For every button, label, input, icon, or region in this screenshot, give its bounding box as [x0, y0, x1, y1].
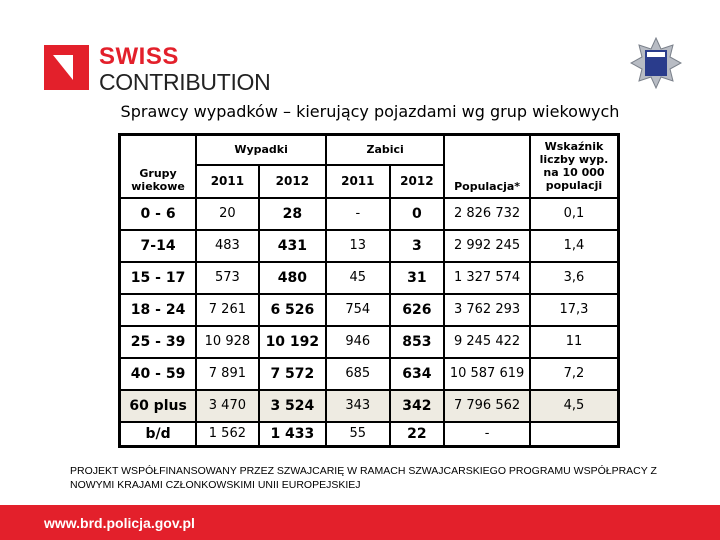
cell-index: 17,3	[528, 292, 620, 327]
logo-swiss: SWISS	[99, 43, 179, 70]
cell-population: -	[443, 420, 531, 448]
cell-k2011: -	[325, 196, 391, 231]
cell-group: 18 - 24	[118, 292, 198, 327]
header-population: Populacja*	[443, 133, 531, 199]
cell-k2012: 853	[388, 324, 446, 359]
header-group: Grupy wiekowe	[118, 133, 198, 199]
cell-k2011: 55	[325, 420, 391, 448]
table-row: 40 - 59 7 891 7 572 685 634 10 587 619 7,2	[118, 356, 620, 391]
header-accidents: Wypadki	[195, 133, 328, 166]
cell-a2011: 483	[195, 228, 260, 263]
cell-a2011: 7 261	[195, 292, 260, 327]
cell-k2012: 31	[388, 260, 446, 295]
cell-group: 15 - 17	[118, 260, 198, 295]
cell-a2012: 28	[257, 196, 328, 231]
cell-a2011: 20	[195, 196, 260, 231]
cell-population: 2 826 732	[443, 196, 531, 231]
police-star-badge-icon	[630, 37, 682, 89]
header-killed-2012: 2012	[388, 163, 446, 199]
cell-k2012: 626	[388, 292, 446, 327]
cell-a2011: 3 470	[195, 388, 260, 423]
cell-k2012: 0	[388, 196, 446, 231]
cell-k2011: 754	[325, 292, 391, 327]
cell-index: 3,6	[528, 260, 620, 295]
cell-k2012: 22	[388, 420, 446, 448]
cell-a2011: 573	[195, 260, 260, 295]
cell-group: 40 - 59	[118, 356, 198, 391]
cell-group: 0 - 6	[118, 196, 198, 231]
logo-contribution: CONTRIBUTION	[99, 69, 271, 95]
swiss-contribution-logo: SWISS CONTRIBUTION	[44, 43, 271, 95]
cell-k2011: 343	[325, 388, 391, 423]
cell-group: 7-14	[118, 228, 198, 263]
cell-index: 7,2	[528, 356, 620, 391]
table-row: 15 - 17 573 480 45 31 1 327 574 3,6	[118, 260, 620, 295]
cell-index: 1,4	[528, 228, 620, 263]
cell-a2012: 10 192	[257, 324, 328, 359]
cell-k2012: 3	[388, 228, 446, 263]
statistics-table: Grupy wiekowe Wypadki Zabici Populacja* …	[118, 133, 620, 448]
footer-bar: www.brd.policja.gov.pl	[0, 505, 720, 540]
cell-k2012: 634	[388, 356, 446, 391]
header-killed: Zabici	[325, 133, 446, 166]
header-accidents-2012: 2012	[257, 163, 328, 199]
cell-a2012: 6 526	[257, 292, 328, 327]
cell-population: 7 796 562	[443, 388, 531, 423]
project-note: PROJEKT WSPÓŁFINANSOWANY PRZEZ SZWAJCARI…	[70, 465, 657, 491]
cell-a2012: 3 524	[257, 388, 328, 423]
table-row: 0 - 6 20 28-0 2 826 732 0,1	[118, 196, 620, 231]
table-row: b/d 1 562 1 433 55 22-	[118, 420, 620, 448]
table-row: 60 plus 3 470 3 524 343 342 7 796 562 4,5	[118, 388, 620, 423]
cell-index	[528, 420, 620, 448]
cell-k2011: 946	[325, 324, 391, 359]
table-row: 18 - 24 7 261 6 526 754 626 3 762 293 17,3	[118, 292, 620, 327]
cell-population: 1 327 574	[443, 260, 531, 295]
cell-population: 2 992 245	[443, 228, 531, 263]
table-row: 25 - 39 10 928 10 192 946 853 9 245 422 11	[118, 324, 620, 359]
cell-group: b/d	[118, 420, 198, 448]
table-row: 7-14 483 431 13 3 2 992 245 1,4	[118, 228, 620, 263]
cell-index: 4,5	[528, 388, 620, 423]
header-accidents-2011: 2011	[195, 163, 260, 199]
header-index: Wskaźnik liczby wyp. na 10 000 populacji	[528, 133, 620, 199]
cell-a2012: 431	[257, 228, 328, 263]
footer-url-link[interactable]: www.brd.policja.gov.pl	[44, 515, 195, 531]
page-title: Sprawcy wypadków – kierujący pojazdami w…	[120, 102, 620, 121]
cell-population: 9 245 422	[443, 324, 531, 359]
cell-population: 3 762 293	[443, 292, 531, 327]
cell-k2011: 45	[325, 260, 391, 295]
cell-k2011: 685	[325, 356, 391, 391]
cell-population: 10 587 619	[443, 356, 531, 391]
cell-a2011: 1 562	[195, 420, 260, 448]
cell-group: 25 - 39	[118, 324, 198, 359]
cell-a2012: 7 572	[257, 356, 328, 391]
cell-index: 11	[528, 324, 620, 359]
logo-mark-icon	[44, 45, 89, 90]
cell-a2012: 1 433	[257, 420, 328, 448]
cell-a2011: 7 891	[195, 356, 260, 391]
cell-index: 0,1	[528, 196, 620, 231]
cell-a2012: 480	[257, 260, 328, 295]
cell-k2011: 13	[325, 228, 391, 263]
header-killed-2011: 2011	[325, 163, 391, 199]
cell-group: 60 plus	[118, 388, 198, 423]
cell-k2012: 342	[388, 388, 446, 423]
cell-a2011: 10 928	[195, 324, 260, 359]
